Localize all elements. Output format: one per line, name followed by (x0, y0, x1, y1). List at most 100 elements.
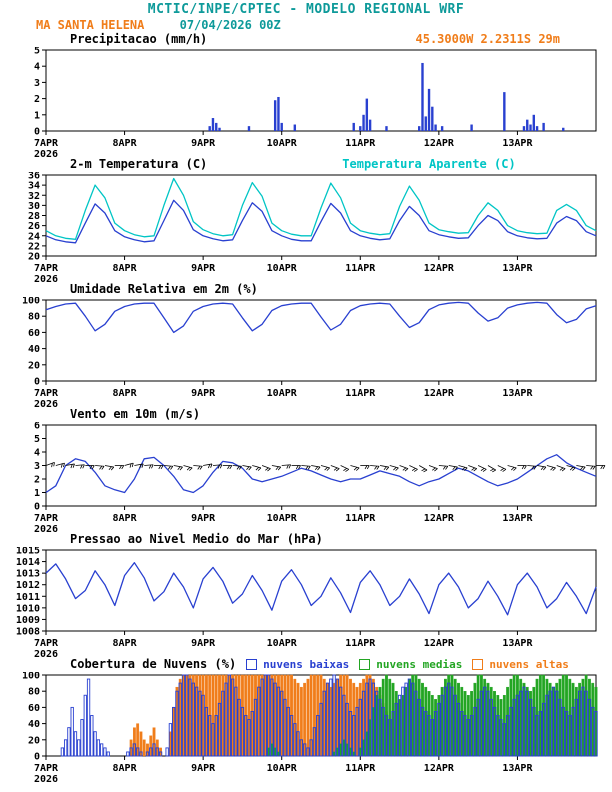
svg-text:1010: 1010 (16, 603, 40, 614)
svg-text:3: 3 (34, 78, 40, 89)
svg-text:9APR: 9APR (191, 138, 216, 149)
mid-clouds-legend-label: nuvens medias (376, 658, 463, 671)
svg-text:13APR: 13APR (502, 388, 533, 399)
clouds-title-row: Cobertura de Nuvens (%) nuvens baixas nu… (0, 657, 612, 672)
pressure-title: Pressao ao Nivel Medio do Mar (hPa) (70, 532, 323, 546)
wind-title-row: Vento em 10m (m/s) (0, 407, 612, 422)
clouds-title: Cobertura de Nuvens (%) (70, 657, 237, 671)
high-clouds-legend-square-icon (472, 659, 484, 670)
svg-text:1011: 1011 (16, 592, 40, 603)
low-clouds-legend-label: nuvens baixas (263, 658, 350, 671)
svg-text:7APR: 7APR (34, 638, 59, 649)
station-name: MA SANTA HELENA (36, 18, 145, 32)
svg-text:0: 0 (34, 502, 40, 513)
pressure-title-row: Pressao ao Nivel Medio do Mar (hPa) (0, 532, 612, 547)
svg-text:1015: 1015 (16, 547, 40, 557)
svg-text:11APR: 11APR (345, 638, 376, 649)
low-clouds-legend-square-icon (246, 659, 258, 670)
svg-text:8APR: 8APR (113, 763, 138, 774)
svg-text:5: 5 (34, 434, 40, 445)
svg-text:34: 34 (28, 181, 40, 192)
svg-text:11APR: 11APR (345, 388, 376, 399)
svg-text:0: 0 (34, 127, 40, 138)
svg-text:2: 2 (34, 475, 40, 486)
svg-text:10APR: 10APR (267, 638, 298, 649)
svg-text:60: 60 (28, 703, 40, 714)
precip-title: Precipitacao (mm/h) (70, 32, 208, 46)
svg-text:36: 36 (28, 172, 40, 182)
svg-text:2026: 2026 (34, 149, 58, 157)
svg-text:80: 80 (28, 687, 40, 698)
svg-text:9APR: 9APR (191, 388, 216, 399)
svg-text:0: 0 (34, 377, 40, 388)
svg-text:9APR: 9APR (191, 513, 216, 524)
svg-text:1: 1 (34, 488, 40, 499)
svg-text:12APR: 12APR (424, 138, 455, 149)
svg-text:10APR: 10APR (267, 513, 298, 524)
svg-text:32: 32 (28, 191, 40, 202)
svg-text:8APR: 8APR (113, 638, 138, 649)
svg-text:20: 20 (28, 252, 40, 263)
svg-text:10APR: 10APR (267, 263, 298, 274)
apparent-temperature-title: Temperatura Aparente (C) (342, 157, 516, 171)
svg-text:13APR: 13APR (502, 138, 533, 149)
svg-text:11APR: 11APR (345, 263, 376, 274)
svg-text:12APR: 12APR (424, 763, 455, 774)
svg-text:20: 20 (28, 735, 40, 746)
svg-text:2026: 2026 (34, 274, 58, 282)
svg-text:13APR: 13APR (502, 638, 533, 649)
svg-text:28: 28 (28, 211, 40, 222)
svg-text:100: 100 (22, 297, 40, 307)
svg-text:100: 100 (22, 672, 40, 682)
svg-text:24: 24 (28, 231, 40, 242)
wind-title: Vento em 10m (m/s) (70, 407, 201, 421)
svg-text:1014: 1014 (16, 557, 40, 568)
subtitle-row: MA SANTA HELENA 07/04/2026 00Z (0, 18, 612, 32)
svg-text:2026: 2026 (34, 774, 58, 784)
svg-text:40: 40 (28, 344, 40, 355)
svg-text:13APR: 13APR (502, 763, 533, 774)
svg-text:9APR: 9APR (191, 263, 216, 274)
svg-text:0: 0 (34, 752, 40, 763)
svg-text:40: 40 (28, 719, 40, 730)
svg-text:22: 22 (28, 241, 40, 252)
svg-text:10APR: 10APR (267, 388, 298, 399)
temp-title-row: 2-m Temperatura (C) Temperatura Aparente… (0, 157, 612, 172)
svg-text:60: 60 (28, 328, 40, 339)
legend-high-clouds: nuvens altas (472, 657, 569, 672)
svg-text:8APR: 8APR (113, 138, 138, 149)
svg-text:7APR: 7APR (34, 388, 59, 399)
svg-text:11APR: 11APR (345, 138, 376, 149)
svg-text:12APR: 12APR (424, 638, 455, 649)
svg-text:7APR: 7APR (34, 138, 59, 149)
svg-text:10APR: 10APR (267, 763, 298, 774)
svg-text:12APR: 12APR (424, 388, 455, 399)
legend-mid-clouds: nuvens medias (359, 657, 462, 672)
svg-text:8APR: 8APR (113, 388, 138, 399)
svg-text:4: 4 (34, 62, 40, 73)
svg-text:80: 80 (28, 312, 40, 323)
mid-clouds-legend-square-icon (359, 659, 371, 670)
svg-text:1009: 1009 (16, 615, 40, 626)
svg-text:9APR: 9APR (191, 763, 216, 774)
svg-text:1013: 1013 (16, 569, 40, 580)
svg-text:13APR: 13APR (502, 263, 533, 274)
svg-text:2: 2 (34, 94, 40, 105)
svg-text:12APR: 12APR (424, 513, 455, 524)
svg-text:8APR: 8APR (113, 513, 138, 524)
humidity-title: Umidade Relativa em 2m (%) (70, 282, 258, 296)
svg-text:2026: 2026 (34, 649, 58, 657)
run-datetime: 07/04/2026 00Z (179, 18, 281, 32)
humidity-title-row: Umidade Relativa em 2m (%) (0, 282, 612, 297)
svg-text:1: 1 (34, 110, 40, 121)
legend-low-clouds: nuvens baixas (246, 657, 349, 672)
svg-text:3: 3 (34, 461, 40, 472)
svg-text:1008: 1008 (16, 627, 40, 638)
